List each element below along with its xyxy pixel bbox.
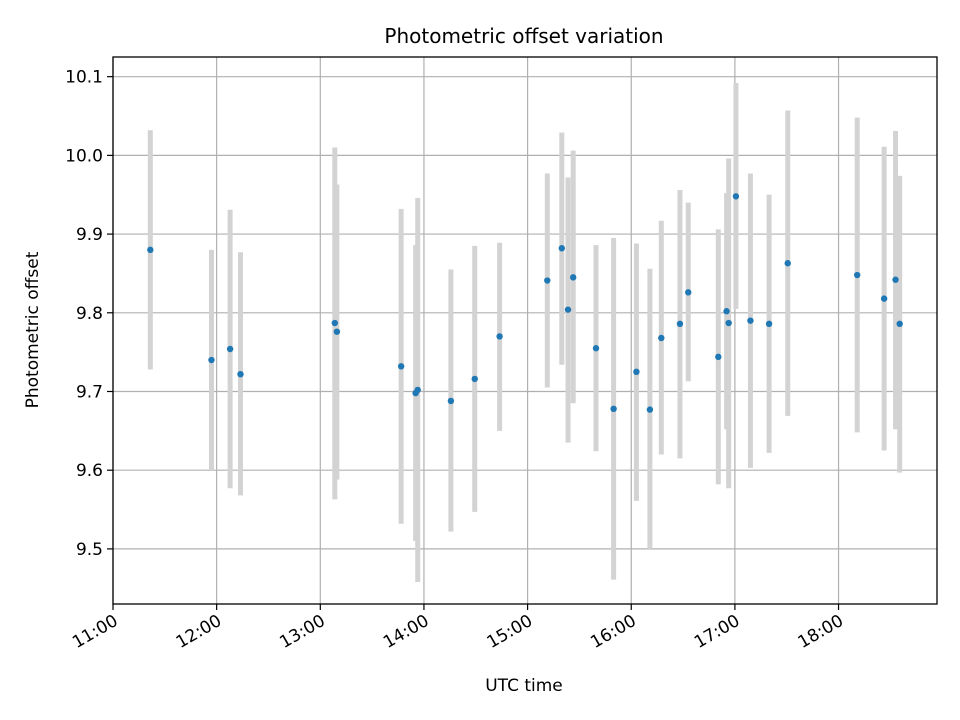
data-point bbox=[880, 295, 888, 302]
data-point bbox=[564, 306, 572, 313]
data-point bbox=[685, 289, 692, 296]
x-tick-label: 18:00 bbox=[795, 611, 847, 653]
plot-frame bbox=[112, 56, 938, 605]
data-point bbox=[784, 260, 791, 267]
data-point bbox=[892, 276, 899, 283]
data-point bbox=[747, 317, 754, 324]
y-tick-label: 9.9 bbox=[76, 225, 103, 245]
y-tick-label: 9.6 bbox=[76, 461, 103, 481]
data-point bbox=[147, 246, 154, 254]
x-tick-label: 15:00 bbox=[484, 611, 536, 653]
data-point bbox=[853, 271, 861, 279]
data-point bbox=[715, 353, 722, 361]
data-point bbox=[569, 274, 577, 281]
data-point bbox=[208, 356, 215, 364]
data-point bbox=[732, 193, 740, 200]
x-tick-label: 12:00 bbox=[173, 611, 225, 653]
x-tick-label: 17:00 bbox=[691, 611, 743, 653]
data-point bbox=[544, 277, 551, 284]
data-point bbox=[471, 375, 478, 383]
data-point bbox=[723, 308, 730, 315]
y-tick-label: 10.1 bbox=[65, 68, 103, 88]
error-bars bbox=[147, 82, 903, 582]
y-tick-label: 9.8 bbox=[76, 304, 103, 324]
y-tick-label: 9.5 bbox=[76, 540, 103, 560]
data-point bbox=[447, 397, 455, 405]
x-tick-label: 16:00 bbox=[587, 611, 639, 653]
data-point bbox=[397, 363, 405, 370]
data-point bbox=[610, 405, 617, 413]
data-point bbox=[896, 320, 903, 328]
data-point bbox=[496, 333, 503, 340]
x-axis: 11:00 12:00 13:00 14:00 15:00 16:00 17:00 18:00 bbox=[69, 604, 847, 653]
data-points bbox=[147, 193, 903, 413]
data-point bbox=[558, 245, 565, 252]
data-point bbox=[592, 345, 600, 352]
x-tick-label: 11:00 bbox=[69, 611, 121, 653]
data-point bbox=[725, 319, 732, 327]
data-point bbox=[331, 319, 339, 327]
data-point bbox=[237, 370, 244, 378]
data-point bbox=[658, 334, 665, 342]
y-tick-label: 9.7 bbox=[76, 382, 103, 402]
data-point bbox=[765, 320, 773, 328]
data-point bbox=[633, 368, 640, 376]
data-point bbox=[676, 320, 684, 328]
y-axis: 9.5 9.6 9.7 9.8 9.9 10.0 10.1 bbox=[65, 68, 113, 560]
data-point bbox=[333, 328, 341, 335]
data-point bbox=[414, 386, 421, 394]
y-tick-label: 10.0 bbox=[65, 146, 103, 166]
x-tick-label: 13:00 bbox=[276, 611, 328, 653]
chart-title: Photometric offset variation bbox=[384, 24, 663, 48]
y-axis-label: Photometric offset bbox=[23, 251, 43, 408]
x-tick-label: 14:00 bbox=[380, 611, 432, 653]
data-point bbox=[646, 406, 654, 413]
data-point bbox=[226, 345, 234, 353]
grid bbox=[112, 57, 937, 604]
x-axis-label: UTC time bbox=[485, 676, 563, 696]
